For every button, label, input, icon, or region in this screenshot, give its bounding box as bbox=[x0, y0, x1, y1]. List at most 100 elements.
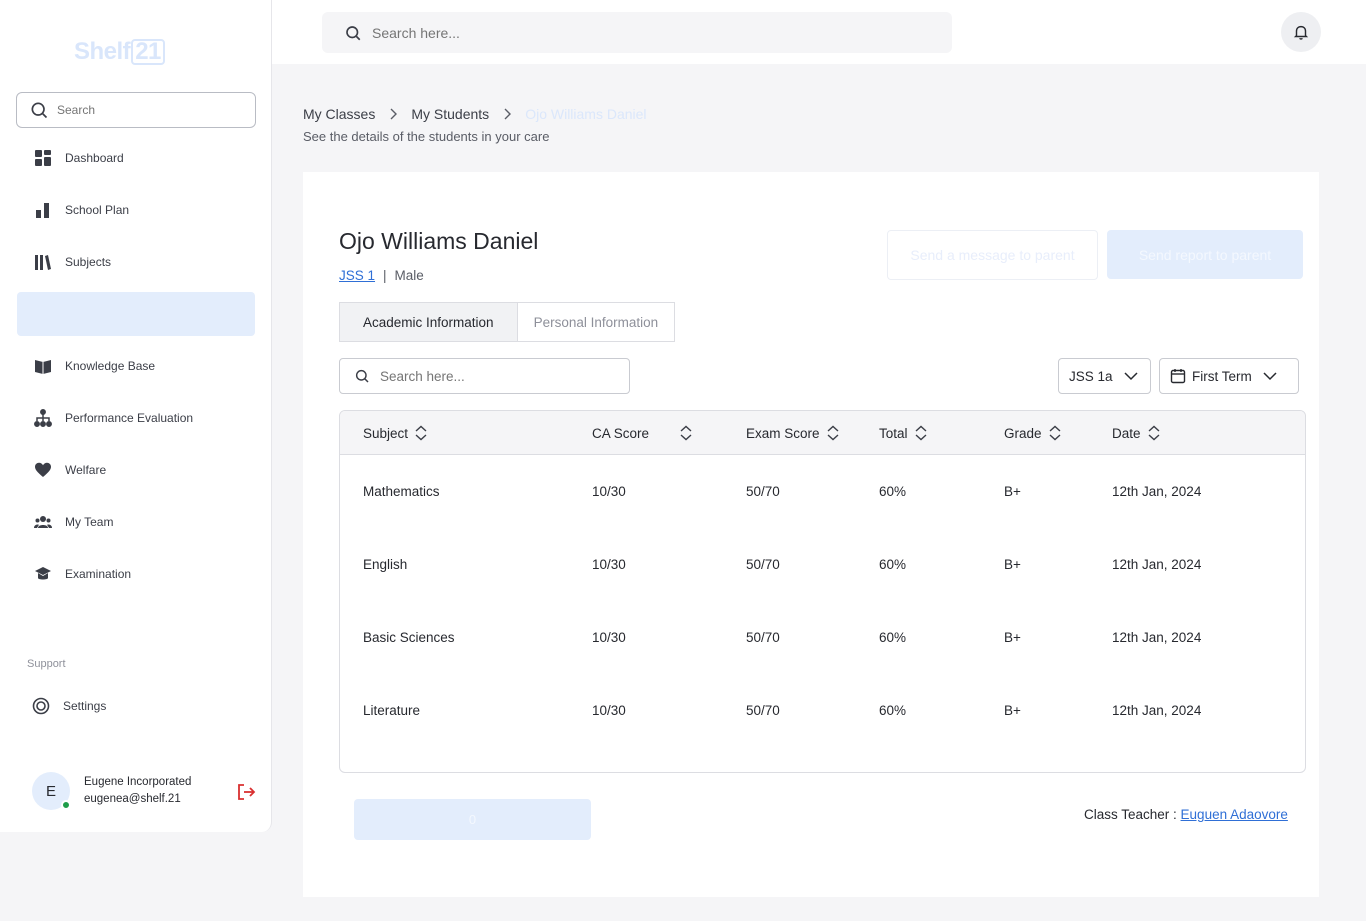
page-subtitle: See the details of the students in your … bbox=[303, 129, 550, 144]
global-search bbox=[322, 12, 952, 53]
sidebar-item-label: Dashboard bbox=[65, 151, 124, 165]
sidebar-item-label: Knowledge Base bbox=[65, 359, 156, 373]
table-search-input[interactable] bbox=[380, 368, 610, 384]
user-profile[interactable]: E Eugene Incorporated eugenea@shelf.21 bbox=[32, 772, 191, 810]
tab-academic-information[interactable]: Academic Information bbox=[340, 303, 518, 341]
sidebar-item-examination[interactable]: Examination bbox=[34, 564, 131, 584]
sidebar-item-active[interactable] bbox=[17, 292, 255, 336]
graduation-cap-icon bbox=[35, 567, 51, 580]
term-select-value: First Term bbox=[1192, 368, 1252, 384]
sidebar-item-knowledge-base[interactable]: Knowledge Base bbox=[34, 356, 155, 376]
column-header-label: Subject bbox=[363, 425, 409, 441]
cell-date: 12th Jan, 2024 bbox=[1112, 484, 1202, 499]
column-header-label: Grade bbox=[1004, 425, 1042, 441]
cell-subject: Mathematics bbox=[363, 484, 440, 499]
student-detail-card: Ojo Williams Daniel JSS 1 | Male Send a … bbox=[303, 172, 1319, 897]
team-icon bbox=[34, 516, 52, 528]
sidebar-search-input[interactable] bbox=[57, 103, 237, 117]
student-name: Ojo Williams Daniel bbox=[339, 228, 539, 254]
cell-ca-score: 10/30 bbox=[592, 484, 626, 499]
column-header-subject[interactable]: Subject bbox=[363, 411, 428, 455]
cell-date: 12th Jan, 2024 bbox=[1112, 630, 1202, 645]
chevron-right-icon bbox=[504, 108, 512, 120]
search-icon bbox=[346, 25, 361, 40]
sidebar-item-performance-evaluation[interactable]: Performance Evaluation bbox=[34, 408, 193, 428]
bar-chart-icon bbox=[36, 203, 49, 218]
sidebar-item-welfare[interactable]: Welfare bbox=[34, 460, 106, 480]
student-class-link[interactable]: JSS 1 bbox=[339, 268, 376, 283]
breadcrumb-my-classes[interactable]: My Classes bbox=[303, 106, 376, 122]
sidebar-search bbox=[16, 92, 256, 128]
open-book-icon bbox=[35, 360, 51, 374]
calendar-icon bbox=[1170, 369, 1186, 384]
app-logo[interactable]: Shelf 21 bbox=[74, 38, 165, 66]
send-report-to-parent-button[interactable]: Send report to parent bbox=[1107, 230, 1303, 279]
meta-separator: | bbox=[383, 268, 387, 283]
logo-text: Shelf bbox=[74, 38, 131, 65]
sort-icon bbox=[415, 425, 427, 441]
column-header-exam-score[interactable]: Exam Score bbox=[746, 411, 840, 455]
bell-icon bbox=[1293, 25, 1309, 40]
class-teacher-label: Class Teacher : bbox=[1084, 807, 1181, 822]
sidebar-item-label: Subjects bbox=[65, 255, 112, 269]
user-name: Eugene Incorporated bbox=[84, 776, 192, 788]
info-tabs: Academic Information Personal Informatio… bbox=[339, 302, 676, 342]
sidebar-item-label: Welfare bbox=[65, 463, 107, 477]
tab-personal-information[interactable]: Personal Information bbox=[517, 303, 675, 341]
logout-icon[interactable] bbox=[236, 782, 256, 802]
cell-total: 60% bbox=[879, 630, 907, 645]
table-row[interactable]: Basic Sciences 10/30 50/70 60% B+ 12th J… bbox=[340, 601, 1305, 674]
sidebar-item-my-team[interactable]: My Team bbox=[34, 512, 113, 532]
cell-subject: Basic Sciences bbox=[363, 630, 455, 645]
cell-total: 60% bbox=[879, 484, 907, 499]
chevron-down-icon bbox=[1263, 372, 1277, 381]
column-header-total[interactable]: Total bbox=[879, 411, 928, 455]
term-select[interactable]: First Term bbox=[1159, 358, 1299, 394]
column-header-label: Total bbox=[879, 425, 908, 441]
cell-exam-score: 50/70 bbox=[746, 630, 780, 645]
cell-grade: B+ bbox=[1004, 484, 1021, 499]
sidebar-item-dashboard[interactable]: Dashboard bbox=[34, 148, 124, 168]
column-header-date[interactable]: Date bbox=[1112, 411, 1161, 455]
dashboard-icon bbox=[35, 150, 51, 166]
sidebar-item-label: Examination bbox=[65, 567, 132, 581]
table-row[interactable]: English 10/30 50/70 60% B+ 12th Jan, 202… bbox=[340, 528, 1305, 601]
chevron-right-icon bbox=[390, 108, 398, 120]
search-icon bbox=[31, 102, 48, 119]
table-row[interactable]: Mathematics 10/30 50/70 60% B+ 12th Jan,… bbox=[340, 455, 1305, 528]
sidebar-item-settings[interactable]: Settings bbox=[32, 696, 106, 716]
cell-date: 12th Jan, 2024 bbox=[1112, 703, 1202, 718]
class-select[interactable]: JSS 1a bbox=[1058, 358, 1151, 394]
breadcrumb: My Classes My Students Ojo Williams Dani… bbox=[303, 106, 647, 122]
send-message-to-parent-button[interactable]: Send a message to parent bbox=[887, 230, 1098, 280]
cell-subject: Literature bbox=[363, 703, 421, 718]
column-header-grade[interactable]: Grade bbox=[1004, 411, 1062, 455]
user-email: eugenea@shelf.21 bbox=[84, 793, 181, 805]
class-teacher: Class Teacher : Euguen Adaovore bbox=[1084, 807, 1288, 822]
global-search-input[interactable] bbox=[372, 24, 872, 41]
cell-subject: English bbox=[363, 557, 408, 572]
sort-icon bbox=[827, 425, 838, 441]
pagination-button[interactable]: 0 bbox=[354, 799, 591, 840]
cell-grade: B+ bbox=[1004, 557, 1021, 572]
column-header-label: Date bbox=[1112, 425, 1141, 441]
table-row[interactable]: Literature 10/30 50/70 60% B+ 12th Jan, … bbox=[340, 674, 1305, 747]
column-header-label: CA Score bbox=[592, 425, 650, 441]
column-header-ca-score[interactable]: CA Score bbox=[592, 411, 693, 455]
logo-number: 21 bbox=[131, 39, 165, 65]
sort-icon bbox=[1148, 425, 1159, 441]
table-header: Subject CA Score Exam Score Total Grade … bbox=[340, 411, 1305, 455]
cell-grade: B+ bbox=[1004, 703, 1021, 718]
breadcrumb-my-students[interactable]: My Students bbox=[411, 106, 490, 122]
sort-icon bbox=[915, 425, 926, 441]
class-teacher-link[interactable]: Euguen Adaovore bbox=[1180, 807, 1288, 822]
gear-icon bbox=[32, 697, 50, 715]
avatar: E bbox=[32, 772, 71, 810]
cell-exam-score: 50/70 bbox=[746, 484, 780, 499]
sidebar-item-label: School Plan bbox=[65, 203, 130, 217]
sidebar-item-subjects[interactable]: Subjects bbox=[34, 252, 111, 272]
top-bar bbox=[272, 0, 1366, 64]
sidebar-item-school-plan[interactable]: School Plan bbox=[34, 200, 129, 220]
cell-grade: B+ bbox=[1004, 630, 1021, 645]
notifications-button[interactable] bbox=[1281, 12, 1321, 52]
